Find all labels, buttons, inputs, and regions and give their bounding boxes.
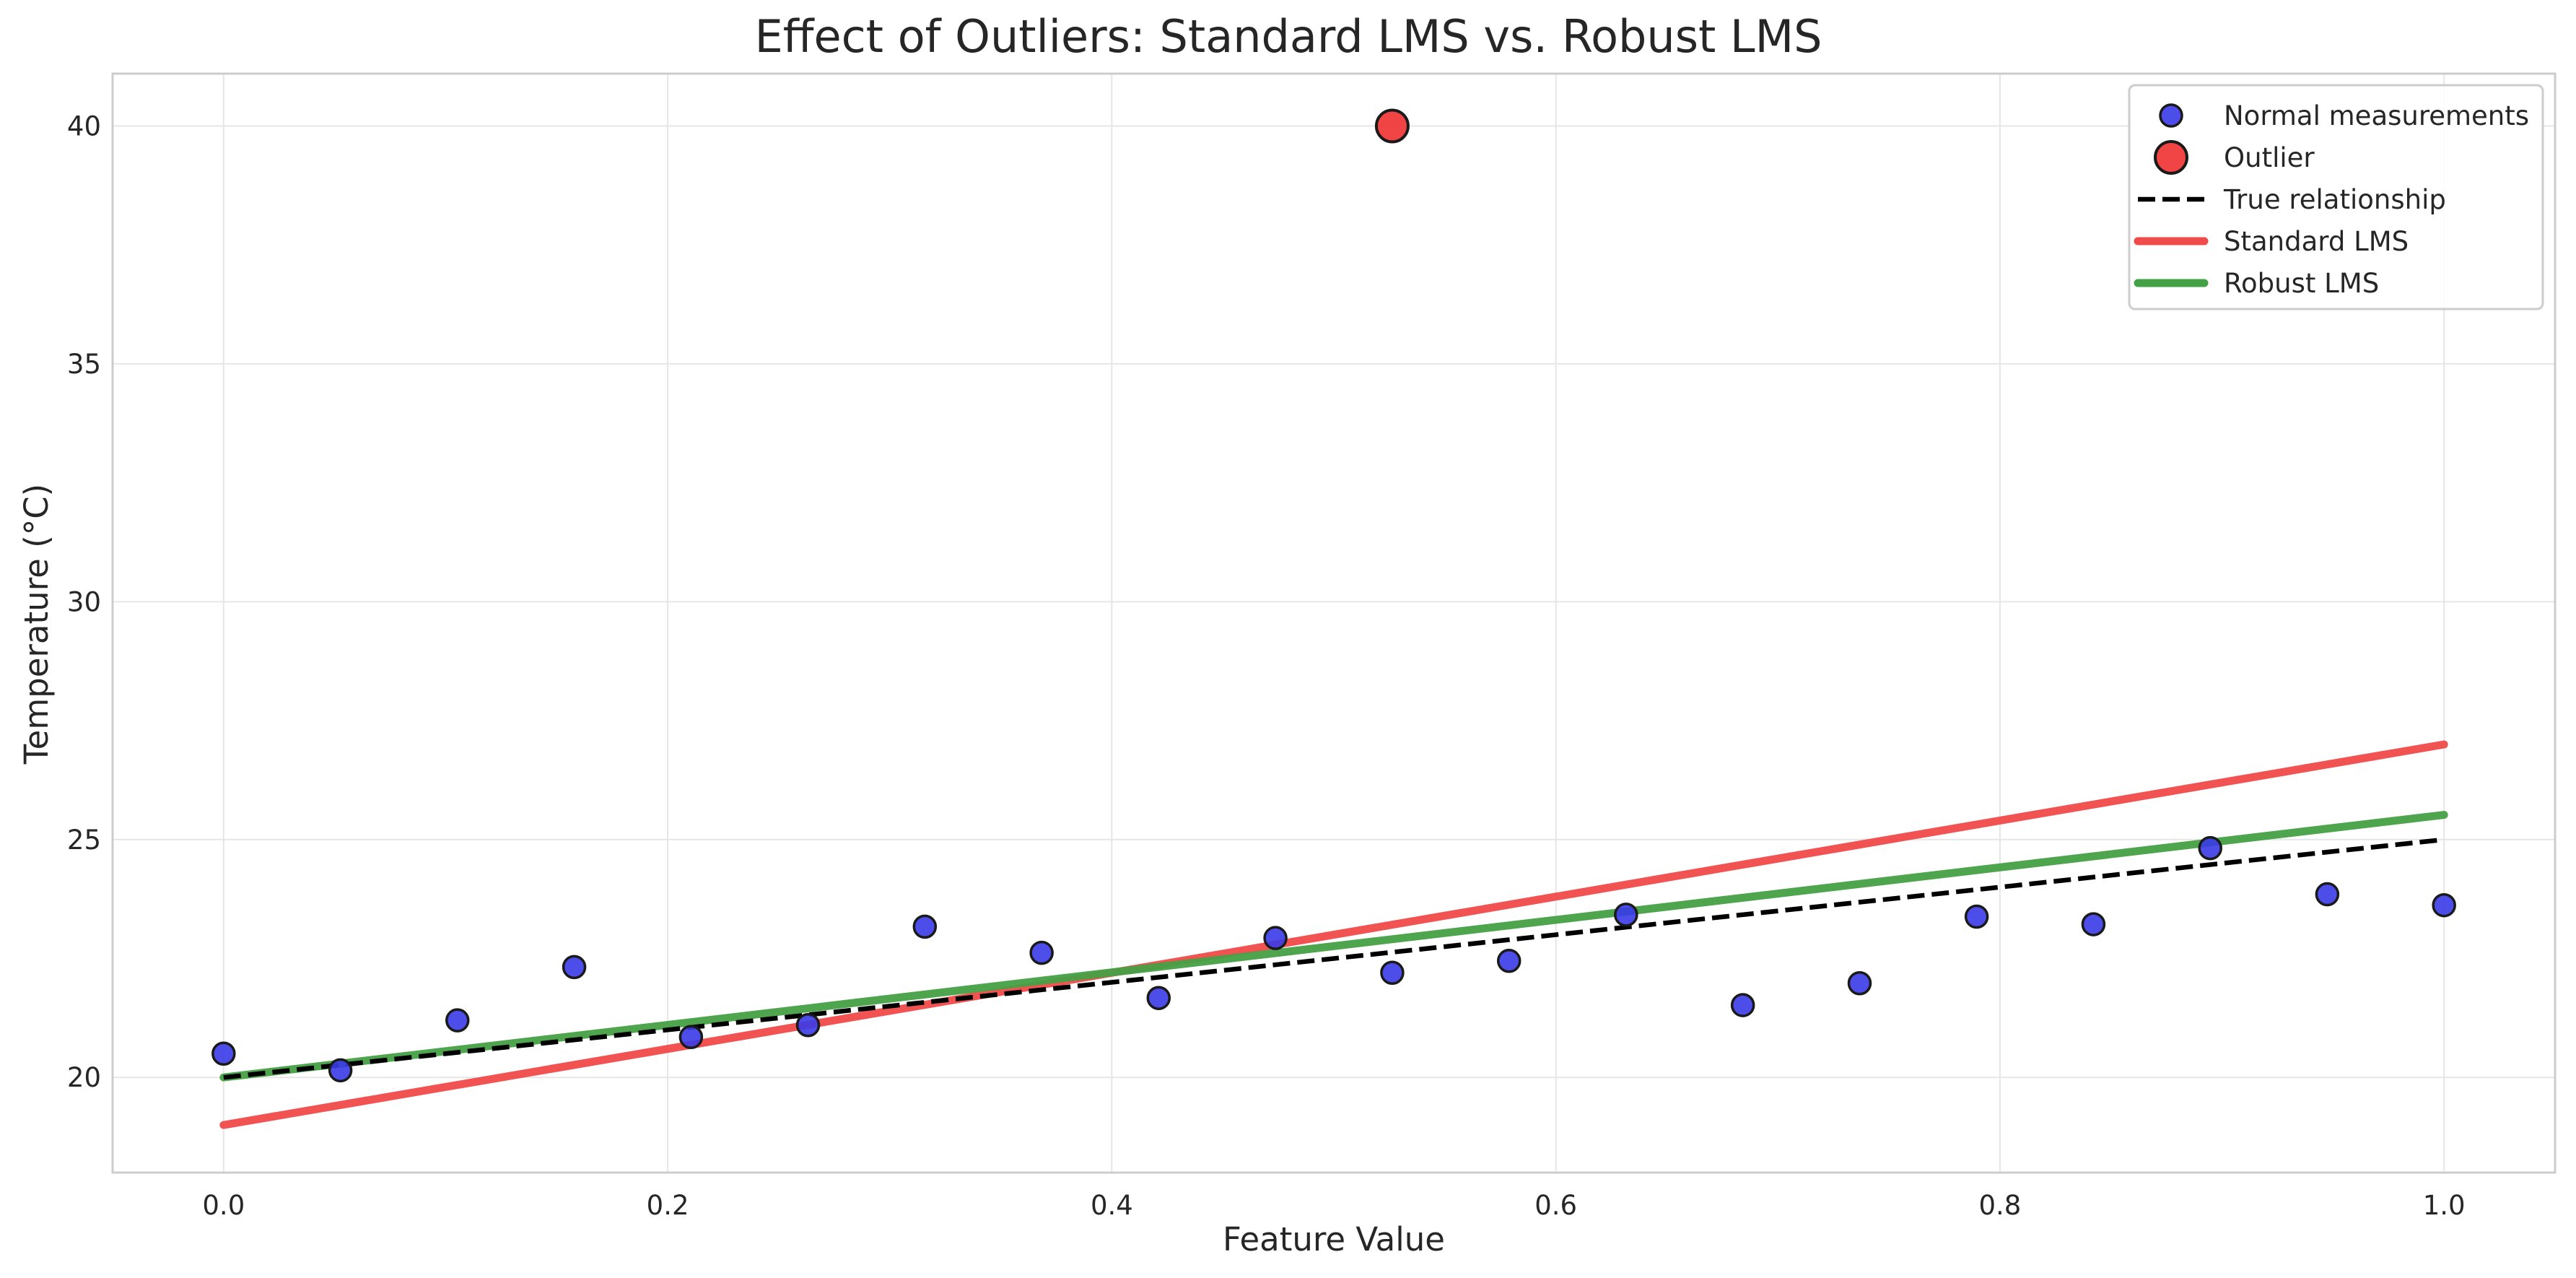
robust-lms-line (219, 811, 2448, 1082)
standard-lms-line (219, 740, 2448, 1129)
y-tick-label: 35 (67, 349, 101, 380)
data-point (445, 1008, 470, 1033)
data-point (912, 914, 938, 939)
x-tick-label: 0.4 (1091, 1190, 1133, 1221)
data-point (2081, 912, 2106, 936)
data-point (1380, 960, 1405, 986)
y-tick-label: 25 (67, 825, 101, 856)
data-point (2198, 835, 2222, 861)
data-point (1496, 949, 1521, 973)
x-tick-label: 0.0 (202, 1190, 245, 1221)
data-point (1146, 986, 1171, 1010)
y-axis-label: Temperature (°C) (17, 484, 56, 765)
y-tick-label: 40 (67, 110, 101, 142)
legend-label-standard-lms: Standard LMS (2224, 226, 2409, 257)
outlier-point (1374, 108, 1410, 144)
legend-label-true-relationship: True relationship (2223, 184, 2446, 215)
x-tick-label: 0.8 (1978, 1190, 2021, 1221)
legend-frame (2128, 84, 2544, 310)
plot-frame (111, 72, 2557, 1174)
y-tick-labels: 20 25 30 35 40 (67, 110, 101, 1093)
data-point (2315, 882, 2340, 907)
x-tick-label: 0.6 (1534, 1190, 1577, 1221)
series-lines (219, 740, 2448, 1129)
data-point (1614, 903, 1638, 927)
legend-label-outlier: Outlier (2224, 142, 2315, 173)
legend-marker-normal-measurements (2159, 103, 2183, 128)
legend-label-robust-lms: Robust LMS (2224, 268, 2379, 299)
x-tick-labels: 0.0 0.2 0.4 0.6 0.8 1.0 (202, 1190, 2465, 1221)
data-point (1730, 993, 1755, 1017)
data-point (211, 1041, 236, 1066)
legend-label-normal-measurements: Normal measurements (2224, 100, 2529, 131)
data-point (1263, 926, 1288, 950)
data-point (2432, 892, 2456, 918)
legend-marker-outlier (2154, 140, 2188, 175)
chart-title: Effect of Outliers: Standard LMS vs. Rob… (755, 10, 1822, 63)
x-axis-label: Feature Value (1223, 1220, 1445, 1259)
legend: Normal measurements Outlier True relations… (2128, 84, 2544, 310)
data-point (1964, 904, 1989, 929)
data-point (1847, 971, 1872, 996)
true-relationship-line (223, 837, 2445, 1080)
data-point (795, 1012, 821, 1038)
data-point (562, 955, 587, 980)
data-point (1029, 940, 1054, 965)
x-tick-label: 1.0 (2423, 1190, 2466, 1221)
x-tick-label: 0.2 (647, 1190, 689, 1221)
data-point (678, 1025, 704, 1049)
data-point (328, 1058, 353, 1083)
series-points (211, 108, 2456, 1083)
y-tick-label: 30 (67, 586, 101, 617)
y-tick-label: 20 (67, 1062, 101, 1093)
